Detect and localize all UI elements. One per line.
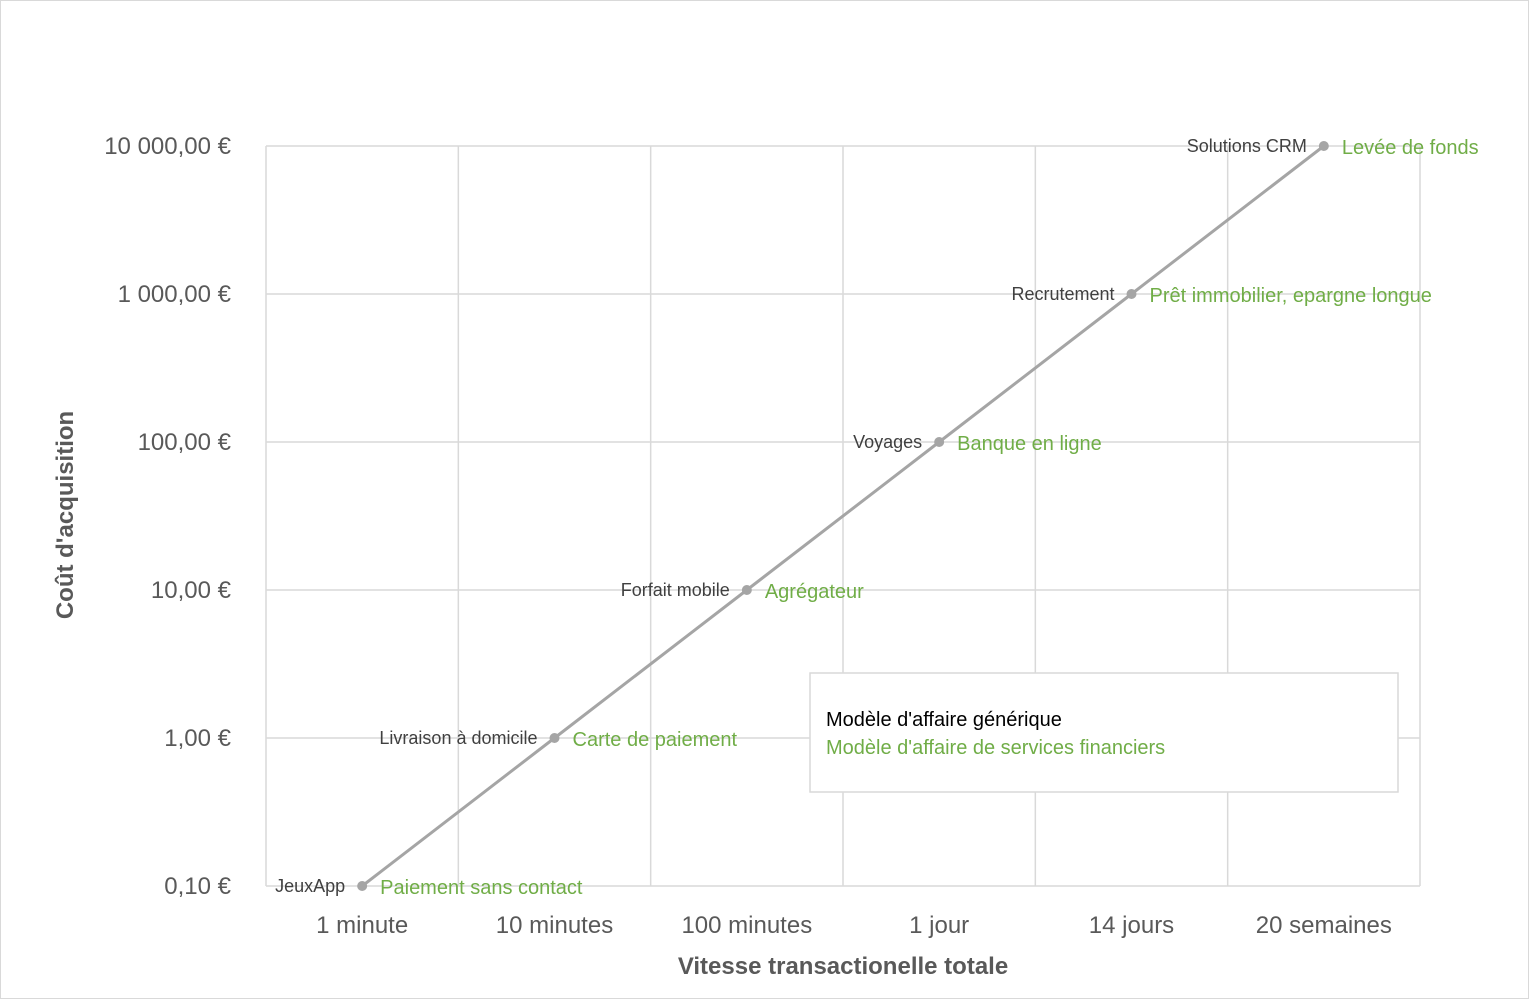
series-line xyxy=(361,144,1325,888)
y-axis-ticks: 10 000,00 € 1 000,00 € 100,00 € 10,00 € 1,00… xyxy=(104,133,231,900)
legend-box xyxy=(809,672,1399,793)
financial-point-label: Agrégateur xyxy=(765,581,864,603)
generic-point-label: Forfait mobile xyxy=(621,580,730,600)
x-tick-label: 10 minutes xyxy=(496,912,613,939)
generic-point-label: Recrutement xyxy=(1011,284,1114,304)
generic-point-label: JeuxApp xyxy=(275,876,345,896)
financial-point-label: Prêt immobilier, epargne longue xyxy=(1150,285,1432,307)
data-point xyxy=(934,437,945,447)
financial-point-label: Banque en ligne xyxy=(957,433,1102,455)
y-tick-label: 1 000,00 € xyxy=(118,281,232,308)
legend-item-financial: Modèle d'affaire de services financiers xyxy=(826,737,1165,759)
legend: Modèle d'affaire générique Modèle d'affa… xyxy=(809,672,1399,793)
series xyxy=(357,141,1329,891)
x-tick-label: 20 semaines xyxy=(1256,912,1392,939)
y-tick-label: 100,00 € xyxy=(138,429,232,456)
x-axis-ticks: 1 minute 10 minutes 100 minutes 1 jour 14 jo… xyxy=(316,912,1392,939)
x-axis-title: Vitesse transactionelle totale xyxy=(678,953,1008,980)
data-point xyxy=(1126,289,1137,299)
x-tick-label: 14 jours xyxy=(1089,912,1174,939)
y-tick-label: 10,00 € xyxy=(151,577,232,604)
generic-point-label: Solutions CRM xyxy=(1187,136,1307,156)
y-tick-label: 0,10 € xyxy=(164,873,231,900)
data-point xyxy=(741,585,752,595)
y-axis-title: Coût d'acquisition xyxy=(52,411,79,619)
financial-point-label: Paiement sans contact xyxy=(380,877,583,899)
legend-item-generic: Modèle d'affaire générique xyxy=(826,709,1062,731)
generic-point-label: Voyages xyxy=(853,432,922,452)
financial-point-label: Carte de paiement xyxy=(573,729,738,751)
y-tick-label: 10 000,00 € xyxy=(104,133,231,160)
y-tick-label: 1,00 € xyxy=(164,725,231,752)
generic-point-label: Livraison à domicile xyxy=(379,728,537,748)
data-point xyxy=(549,733,560,743)
x-tick-label: 100 minutes xyxy=(681,912,812,939)
data-labels: JeuxApp Paiement sans contact Livraison à … xyxy=(275,136,1479,899)
data-point xyxy=(357,881,368,891)
financial-point-label: Levée de fonds xyxy=(1342,137,1479,159)
x-tick-label: 1 minute xyxy=(316,912,408,939)
x-tick-label: 1 jour xyxy=(909,912,969,939)
data-point xyxy=(1318,141,1329,151)
